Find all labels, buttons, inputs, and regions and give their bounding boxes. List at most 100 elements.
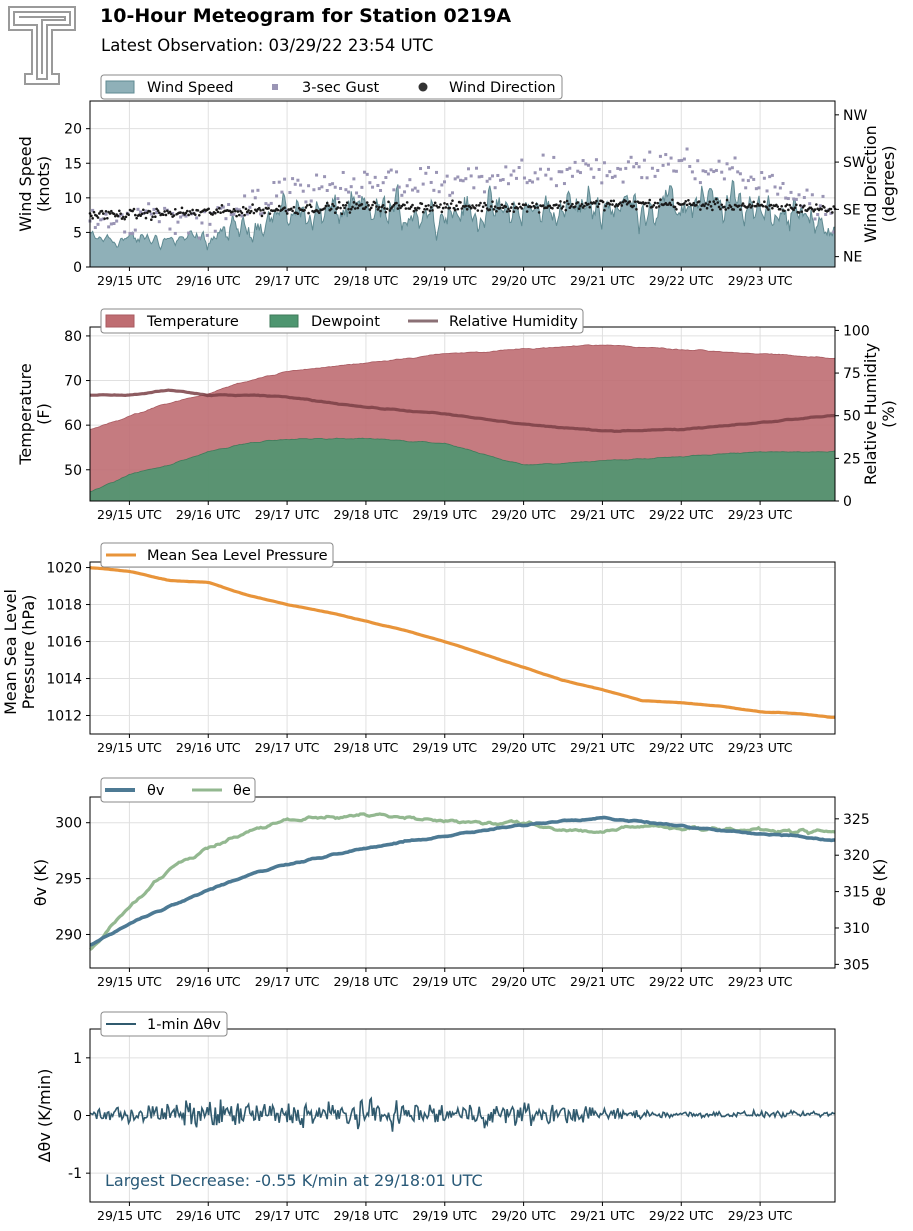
y2-axis-label: θe (K) [870, 859, 889, 907]
legend-box [100, 542, 334, 568]
gust-point [666, 162, 670, 166]
wind-direction-point [492, 207, 496, 211]
legend-box [100, 777, 256, 803]
wind-direction-point [695, 203, 698, 207]
gust-point [685, 147, 689, 151]
gust-point [498, 178, 502, 182]
y-tick-label: 1018 [46, 598, 82, 614]
gust-point [277, 180, 281, 184]
wind-direction-point [247, 209, 250, 212]
wind-direction-point [220, 204, 224, 207]
gust-point [357, 194, 361, 198]
wind-direction-point [537, 211, 541, 214]
wind-direction-point [339, 206, 342, 210]
wind-direction-point [739, 208, 742, 211]
gust-point [538, 167, 542, 171]
wind-direction-point [191, 208, 194, 212]
gust-point [200, 221, 204, 225]
gust-point [802, 196, 806, 200]
wind-direction-point [333, 211, 337, 214]
gust-point [482, 190, 486, 194]
gust-point [291, 177, 295, 181]
wind-direction-point [387, 200, 390, 204]
gust-point [504, 165, 508, 169]
gust-point [99, 218, 103, 222]
wind-direction-point [561, 205, 565, 208]
y-tick-label: 0 [73, 260, 82, 276]
gust-point [325, 189, 329, 193]
wind-direction-point [360, 203, 364, 206]
wind-direction-point [303, 208, 306, 212]
wind-direction-point [451, 199, 454, 202]
x-tick-label: 29/17 UTC [255, 507, 320, 522]
gust-point [203, 210, 207, 214]
wind-direction-point [232, 207, 236, 211]
gust-point [323, 175, 327, 179]
gust-point [248, 205, 252, 209]
wind-direction-point [691, 203, 694, 207]
legend-item: Relative Humidity [408, 314, 578, 330]
gust-point [562, 182, 566, 186]
y-axis-label: Wind Speed(knots) [16, 136, 53, 231]
wind-direction-point [252, 211, 256, 215]
gust-point [618, 167, 622, 171]
y-tick-label: 0 [73, 1109, 82, 1125]
wind-direction-point [240, 211, 244, 215]
gust-point [443, 180, 447, 184]
gust-point [520, 158, 524, 162]
wind-direction-point [112, 212, 116, 216]
x-tick-label: 29/18 UTC [334, 273, 399, 288]
x-tick-label: 29/18 UTC [334, 740, 399, 755]
wind-direction-point [531, 201, 534, 205]
x-tick-label: 29/15 UTC [97, 1208, 162, 1223]
gust-point [280, 190, 284, 194]
gust-point [549, 177, 553, 181]
gust-point [195, 216, 199, 220]
y-tick-label: 300 [55, 816, 82, 832]
gust-point [832, 230, 836, 234]
gust-point [466, 167, 470, 171]
wind-direction-point [557, 204, 561, 207]
wind-direction-point [687, 199, 690, 202]
wind-direction-point [445, 202, 449, 206]
gust-point [565, 167, 569, 171]
gust-point [800, 204, 804, 208]
x-tick-label: 29/20 UTC [491, 974, 556, 989]
gust-point [720, 170, 724, 174]
gust-point [754, 187, 758, 191]
y-tick-label: 15 [64, 156, 82, 172]
plot-frame [89, 561, 836, 735]
wind-direction-point [431, 209, 434, 212]
gust-point [709, 168, 713, 172]
gust-point [123, 230, 127, 234]
y-tick-label: 295 [55, 872, 82, 888]
wind-direction-point [151, 215, 154, 219]
wind-direction-point [216, 210, 220, 214]
wind-direction-point [715, 197, 718, 201]
wind-direction-point [740, 204, 744, 207]
gust-point [600, 181, 604, 185]
wind-direction-point [596, 205, 600, 208]
gust-point [163, 206, 167, 210]
gust-point [243, 194, 247, 198]
largest-decrease-annotation: Largest Decrease: -0.55 K/min at 29/18:0… [105, 1171, 483, 1190]
wind-direction-point [213, 211, 217, 215]
gust-point [698, 181, 702, 185]
wind-direction-point [685, 203, 689, 207]
legend-label: Temperature [146, 314, 239, 330]
gust-point [251, 189, 255, 193]
wind-direction-point [793, 206, 797, 210]
gust-point [688, 164, 692, 168]
gust-point [157, 220, 161, 224]
x-tick-label: 29/22 UTC [649, 507, 714, 522]
x-tick-label: 29/19 UTC [412, 1208, 477, 1223]
gust-point [448, 193, 452, 197]
gust-point [717, 159, 721, 163]
wind-direction-point [779, 207, 782, 211]
gust-point [365, 172, 369, 176]
y-tick-label: 80 [64, 329, 82, 345]
gust-point [621, 180, 625, 184]
gust-point [525, 181, 529, 185]
wind-direction-point [737, 204, 741, 208]
x-tick-label: 29/16 UTC [176, 507, 241, 522]
